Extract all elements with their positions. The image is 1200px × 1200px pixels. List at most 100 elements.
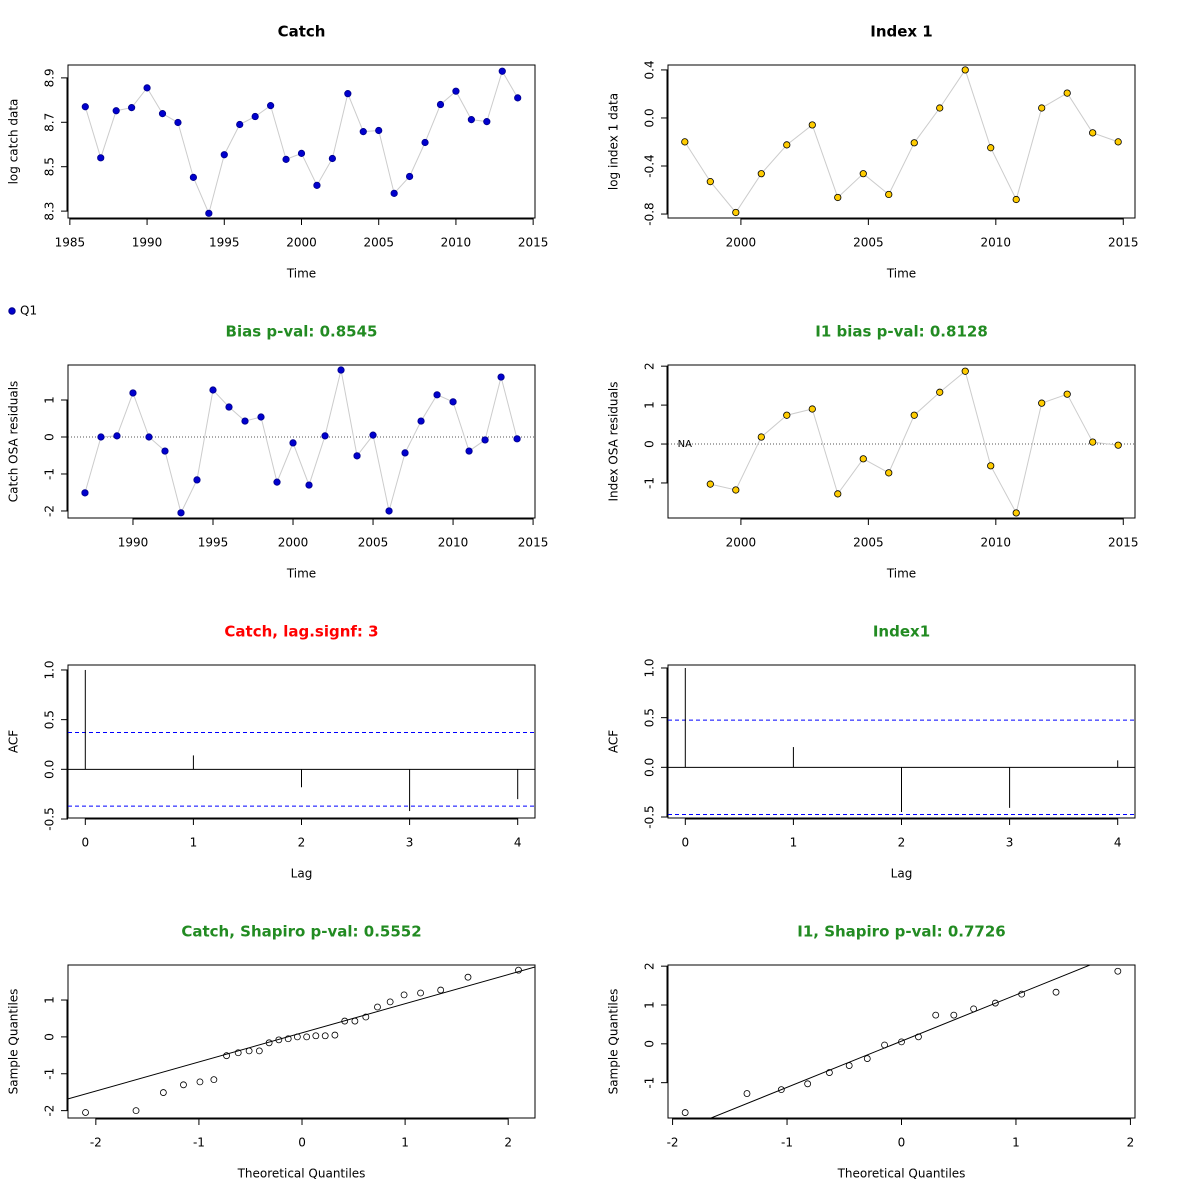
- x-tick-label: 0: [681, 836, 689, 850]
- point: [161, 447, 169, 455]
- y-axis-label: ACF: [607, 730, 621, 753]
- point: [743, 1090, 751, 1097]
- point: [437, 986, 445, 994]
- y-tick-label: 8.5: [43, 157, 57, 176]
- panel-title: Catch: [278, 23, 326, 41]
- point: [375, 126, 383, 135]
- point: [885, 469, 893, 477]
- point: [681, 1109, 689, 1116]
- point: [189, 173, 197, 181]
- point: [732, 486, 740, 494]
- point: [341, 1017, 349, 1025]
- point: [808, 405, 816, 413]
- point: [251, 112, 259, 121]
- point: [209, 386, 217, 394]
- x-tick-label: 2005: [363, 236, 394, 250]
- point: [362, 1013, 370, 1021]
- x-tick-label: 1: [790, 836, 798, 850]
- point: [1089, 129, 1097, 137]
- x-tick-label: -1: [193, 1136, 205, 1150]
- point: [845, 1062, 853, 1069]
- panel-title: Catch, Shapiro p-val: 0.5552: [181, 923, 421, 941]
- point: [143, 84, 151, 92]
- plot-box: [667, 64, 1136, 219]
- point: [732, 208, 740, 217]
- y-axis-label: Index OSA residuals: [607, 382, 621, 502]
- x-tick-label: 2: [504, 1136, 512, 1150]
- x-tick-label: 2005: [853, 236, 884, 250]
- point: [159, 1089, 167, 1096]
- y-tick-label: 2: [643, 962, 657, 970]
- x-tick-label: 1: [401, 1136, 409, 1150]
- point: [898, 1038, 905, 1046]
- qq-line: [68, 966, 535, 1100]
- x-tick-label: 1: [1012, 1136, 1020, 1150]
- x-tick-label: -2: [667, 1136, 679, 1150]
- x-tick-label: 0: [898, 1136, 906, 1150]
- y-tick-label: 8.7: [43, 113, 57, 132]
- point: [297, 149, 306, 157]
- point: [289, 439, 297, 447]
- panel: Index 1 Time log index 1 data 2000 2005 2010 2…: [607, 23, 1139, 281]
- x-tick-label: 2015: [1108, 236, 1139, 250]
- point: [97, 154, 105, 162]
- point: [825, 1069, 833, 1076]
- point: [514, 94, 522, 102]
- x-tick-label: 0: [81, 836, 89, 850]
- point: [1018, 990, 1026, 998]
- point: [236, 120, 244, 129]
- plot-box: [67, 964, 536, 1119]
- point: [936, 388, 944, 396]
- y-tick-label: 0.4: [643, 60, 657, 79]
- y-tick-label: 1: [43, 396, 57, 404]
- point: [1038, 104, 1046, 112]
- point: [241, 417, 249, 425]
- y-tick-label: -2: [43, 1105, 57, 1117]
- x-tick-label: -2: [90, 1136, 102, 1150]
- x-tick-label: 2010: [981, 536, 1012, 550]
- y-tick-label: 0.0: [643, 108, 657, 127]
- point: [180, 1081, 187, 1089]
- point: [706, 480, 714, 488]
- y-tick-label: 1.0: [43, 660, 57, 679]
- y-tick-label: -0.5: [643, 805, 657, 828]
- y-tick-label: -1: [643, 1077, 657, 1089]
- point: [910, 139, 918, 147]
- point: [783, 411, 791, 419]
- legend-marker: [8, 307, 16, 315]
- point: [936, 104, 944, 112]
- point: [452, 87, 460, 95]
- point: [406, 172, 414, 181]
- point: [223, 1052, 230, 1060]
- x-tick-label: 2010: [441, 236, 472, 250]
- point: [483, 118, 491, 126]
- point: [275, 1036, 283, 1044]
- point: [385, 507, 393, 515]
- point: [293, 1033, 301, 1041]
- point: [1089, 438, 1097, 446]
- x-tick-label: 1990: [118, 536, 149, 550]
- y-tick-label: 1: [43, 996, 57, 1004]
- point: [312, 1032, 320, 1040]
- point: [400, 991, 408, 999]
- y-tick-label: -0.8: [643, 202, 657, 225]
- point: [245, 1047, 253, 1055]
- y-tick-label: -1: [43, 1068, 57, 1080]
- point: [305, 481, 313, 489]
- na-label: NA: [678, 439, 692, 450]
- qq-line: [709, 965, 1092, 1118]
- point: [481, 436, 489, 444]
- y-tick-label: -1: [43, 468, 57, 480]
- point: [284, 1035, 292, 1043]
- point: [331, 1031, 339, 1039]
- panel: Catch, Shapiro p-val: 0.5552 Theoretical …: [7, 923, 536, 1181]
- x-tick-label: 2015: [518, 536, 549, 550]
- y-tick-label: 0.5: [643, 708, 657, 727]
- x-tick-label: 1985: [55, 236, 86, 250]
- point: [1063, 89, 1071, 97]
- point: [859, 170, 867, 178]
- y-axis-label: Sample Quantiles: [607, 989, 621, 1095]
- point: [1063, 390, 1071, 398]
- point: [910, 411, 918, 419]
- point: [129, 389, 137, 397]
